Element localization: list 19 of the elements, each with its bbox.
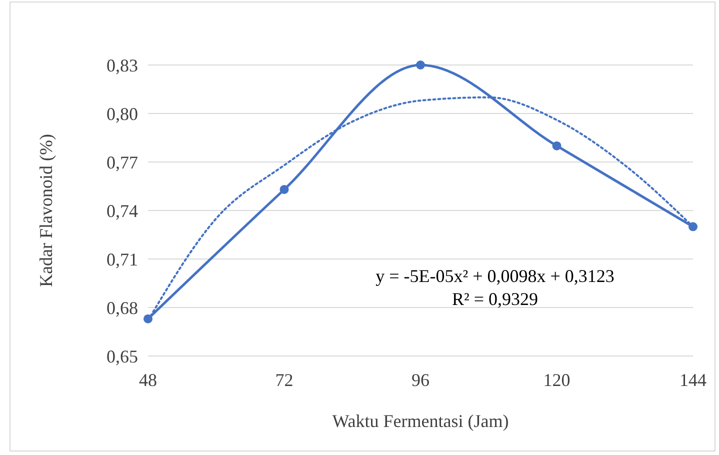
annotation: R² = 0,9329 xyxy=(452,289,538,309)
x-tick-label: 72 xyxy=(275,370,294,390)
x-tick-label: 96 xyxy=(412,370,430,390)
point xyxy=(280,184,289,194)
annotation: y = -5E-05x² + 0,0098x + 0,3123 xyxy=(376,266,614,286)
y-axis-title: Kadar Flavonoid (%) xyxy=(36,134,56,287)
y-tick-label: 0,74 xyxy=(106,200,138,221)
x-tick-label: 48 xyxy=(139,370,157,390)
y-tick-label: 0,65 xyxy=(106,346,138,366)
y-tick-label: 0,68 xyxy=(106,298,138,318)
y-tick-label: 0,83 xyxy=(106,55,138,76)
point xyxy=(552,141,562,150)
x-tick-label: 144 xyxy=(680,370,706,390)
point xyxy=(416,60,425,70)
y-tick-label: 0,71 xyxy=(106,249,138,270)
x-axis-title: Waktu Fermentasi (Jam) xyxy=(332,411,509,431)
y-tick-label: 0,80 xyxy=(106,104,138,124)
x-tick-label: 120 xyxy=(543,370,570,390)
y-tick-label: 0,77 xyxy=(106,152,138,172)
